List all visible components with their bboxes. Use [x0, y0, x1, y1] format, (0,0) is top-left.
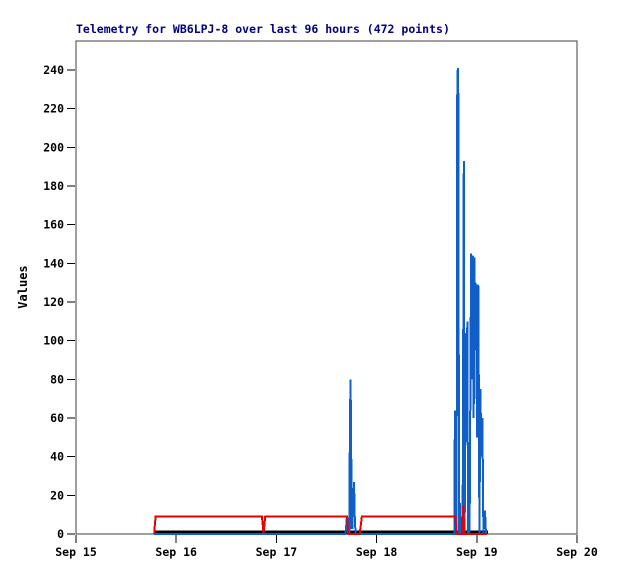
- telemetry-channel-red-line: [153, 505, 487, 535]
- y-tick-label: 220: [43, 102, 64, 116]
- y-tick-label: 240: [43, 63, 64, 77]
- x-tick-label: Sep 17: [256, 545, 298, 559]
- chart-title: Telemetry for WB6LPJ-8 over last 96 hour…: [76, 22, 450, 36]
- y-axis-label: Values: [16, 265, 30, 308]
- y-tick-label: 160: [43, 218, 64, 232]
- telemetry-channel-blue-line: [154, 68, 487, 535]
- y-tick-label: 20: [50, 488, 64, 502]
- y-tick-label: 60: [50, 411, 64, 425]
- y-tick-label: 0: [57, 527, 64, 541]
- y-tick-label: 140: [43, 256, 64, 270]
- y-tick-label: 120: [43, 295, 64, 309]
- x-tick-label: Sep 19: [456, 545, 498, 559]
- x-tick-label: Sep 15: [55, 545, 97, 559]
- x-tick-label: Sep 18: [356, 545, 398, 559]
- x-tick-label: Sep 20: [556, 545, 598, 559]
- y-tick-label: 40: [50, 450, 64, 464]
- y-tick-label: 200: [43, 140, 64, 154]
- y-tick-label: 80: [50, 372, 64, 386]
- y-tick-label: 180: [43, 179, 64, 193]
- x-tick-label: Sep 16: [155, 545, 197, 559]
- plot-border: [75, 40, 578, 535]
- plot-area: 0 20 40 60 80 100 120 140 160 180 200 220 240 Sep 15 S…: [43, 40, 598, 559]
- y-tick-label: 100: [43, 334, 64, 348]
